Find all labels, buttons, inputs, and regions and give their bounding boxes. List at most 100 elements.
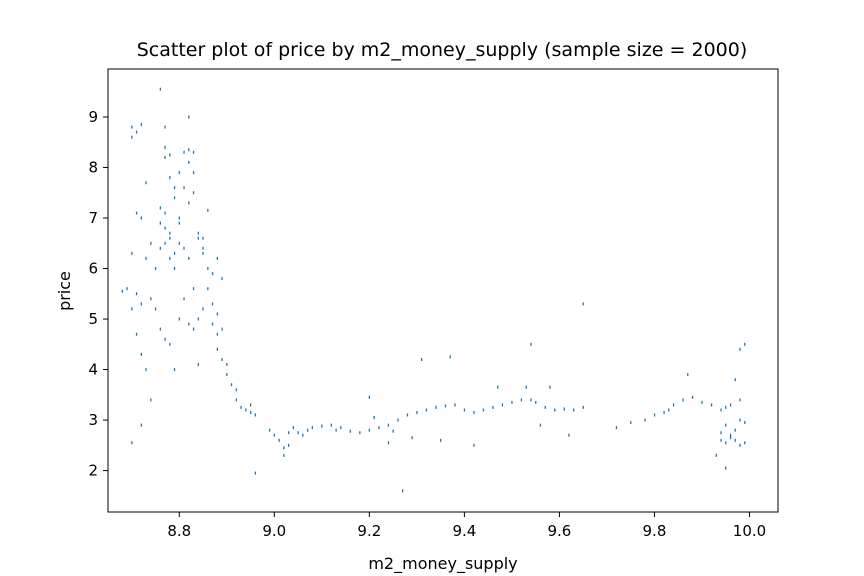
scatter-point — [131, 441, 133, 445]
scatter-point — [169, 256, 171, 260]
scatter-point — [216, 312, 218, 316]
scatter-point — [492, 405, 494, 409]
scatter-point — [140, 423, 142, 427]
scatter-point — [221, 277, 223, 281]
scatter-point — [192, 191, 195, 195]
scatter-point — [169, 342, 171, 346]
scatter-point — [173, 251, 176, 255]
scatter-point — [192, 171, 195, 175]
scatter-point — [368, 428, 370, 432]
scatter-point — [150, 398, 152, 402]
scatter-point — [416, 411, 418, 414]
scatter-point — [178, 221, 180, 225]
scatter-point — [539, 423, 542, 427]
scatter-point — [720, 431, 722, 435]
scatter-point — [530, 342, 532, 346]
scatter-point — [202, 251, 204, 255]
scatter-point — [302, 433, 304, 437]
scatter-point — [221, 327, 223, 331]
x-axis-label: m2_money_supply — [368, 554, 517, 574]
scatter-point — [192, 327, 195, 331]
scatter-point — [278, 438, 280, 442]
scatter-point — [283, 446, 285, 450]
scatter-point — [411, 436, 413, 440]
x-tick-label: 9.4 — [452, 522, 476, 540]
scatter-point — [511, 400, 513, 404]
y-tick-label: 7 — [88, 209, 98, 227]
scatter-point — [145, 181, 147, 185]
scatter-point — [216, 332, 218, 336]
scatter-point — [121, 289, 123, 293]
x-tick-label: 9.2 — [357, 522, 381, 540]
scatter-point — [444, 404, 447, 408]
scatter-point — [192, 150, 195, 154]
scatter-point — [254, 413, 256, 417]
y-tick-label: 4 — [88, 361, 98, 379]
scatter-point — [173, 196, 176, 200]
plot-frame — [107, 68, 779, 513]
scatter-point — [140, 302, 142, 306]
scatter-point — [530, 398, 532, 402]
scatter-point — [273, 433, 275, 437]
scatter-point — [725, 405, 727, 409]
scatter-point — [169, 153, 171, 157]
y-axis: 2 3 4 5 6 7 8 9 — [88, 108, 108, 480]
scatter-point — [207, 287, 209, 291]
scatter-point — [682, 398, 684, 402]
scatter-point — [582, 302, 584, 306]
scatter-point — [207, 208, 209, 212]
scatter-point — [501, 403, 504, 407]
scatter-point — [720, 438, 722, 442]
scatter-point — [288, 443, 290, 447]
scatter-point — [159, 87, 161, 91]
scatter-point — [188, 256, 190, 260]
x-axis: 8.8 9.0 9.2 9.4 9.6 9.8 10.0 — [167, 512, 766, 540]
scatter-point — [131, 251, 133, 255]
scatter-point — [734, 378, 736, 382]
scatter-point — [197, 231, 199, 235]
scatter-point — [535, 400, 537, 404]
scatter-point — [226, 363, 228, 366]
scatter-point — [734, 438, 736, 442]
scatter-point — [197, 317, 199, 321]
scatter-point — [321, 424, 323, 428]
scatter-point — [145, 256, 147, 260]
scatter-point — [173, 267, 176, 270]
scatter-point — [672, 403, 675, 407]
scatter-point — [330, 423, 332, 427]
scatter-point — [340, 426, 342, 430]
scatter-point — [211, 302, 214, 306]
scatter-point — [207, 267, 209, 270]
scatter-point — [250, 403, 252, 407]
scatter-point — [135, 130, 138, 134]
scatter-point — [188, 115, 190, 119]
scatter-point — [159, 206, 161, 210]
scatter-point — [387, 423, 390, 427]
scatter-point — [349, 429, 351, 433]
scatter-point — [245, 408, 247, 412]
scatter-point — [739, 398, 741, 402]
scatter-point — [192, 287, 195, 291]
scatter-point — [744, 441, 746, 445]
scatter-point — [630, 421, 632, 425]
scatter-point — [283, 453, 285, 457]
scatter-point — [159, 221, 161, 225]
scatter-point — [368, 395, 370, 399]
scatter-point — [183, 297, 185, 301]
y-tick-label: 8 — [88, 159, 98, 177]
scatter-point — [402, 489, 404, 493]
scatter-point — [202, 246, 204, 250]
scatter-point — [544, 405, 546, 409]
scatter-point — [497, 385, 499, 389]
scatter-point — [211, 272, 214, 276]
scatter-point — [663, 411, 665, 414]
scatter-point — [311, 426, 313, 430]
scatter-point — [135, 211, 138, 215]
scatter-point — [240, 405, 242, 409]
scatter-point — [159, 327, 161, 331]
scatter-point — [720, 408, 722, 412]
scatter-point — [169, 176, 171, 180]
scatter-point — [235, 398, 237, 402]
scatter-point — [154, 267, 157, 270]
